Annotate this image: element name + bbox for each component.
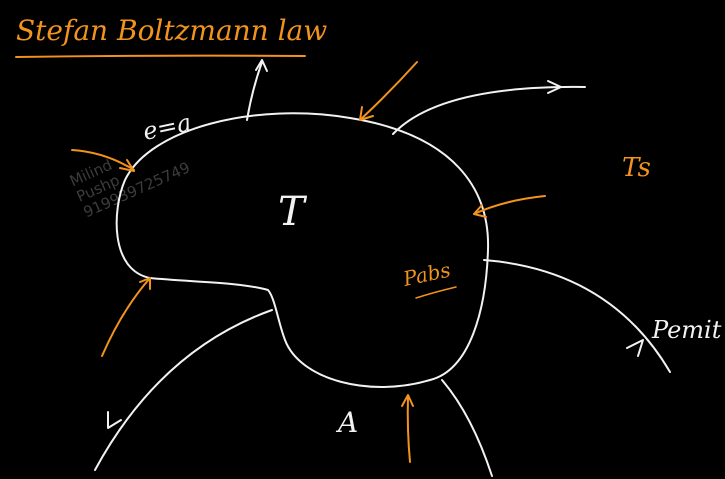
surroundings-temperature-label: Ts [622,153,651,183]
absorbed-ray-lower-left [101,277,151,357]
emitted-ray-lower-right-arrowhead [626,339,644,357]
absorbed-ray-left-arrowhead [119,159,135,172]
absorbed-power-underline [415,286,457,299]
absorbed-ray-right [473,195,546,215]
emitted-ray-top [246,61,263,121]
body-outline [115,112,490,388]
area-label: A [335,406,358,439]
body-temperature-label: T [278,189,308,235]
absorbed-power-label: Pabs [400,258,452,292]
title: Stefan Boltzmann law [16,14,327,47]
emitted-ray-lower-right [483,259,671,373]
emitted-ray-right-arrowhead [547,80,562,94]
emitted-ray-lower-left-arrowhead [107,411,122,429]
emitted-power-label: Pemit [651,316,722,344]
absorbed-ray-top-arrowhead [359,106,374,121]
title-underline [15,54,306,58]
emitted-ray-top-arrowhead [255,59,268,72]
absorbed-ray-top [359,61,418,121]
emitted-ray-lower-left [94,309,273,471]
emitted-ray-bottom [441,379,493,477]
absorbed-ray-left [71,149,135,171]
absorbed-ray-bottom [406,395,411,463]
absorbed-ray-right-arrowhead [473,204,487,218]
absorbed-ray-lower-left-arrowhead [139,277,151,290]
absorbed-ray-bottom-arrowhead [401,394,414,407]
emitted-ray-right [392,85,586,135]
emissivity-label: e=a [140,108,193,145]
